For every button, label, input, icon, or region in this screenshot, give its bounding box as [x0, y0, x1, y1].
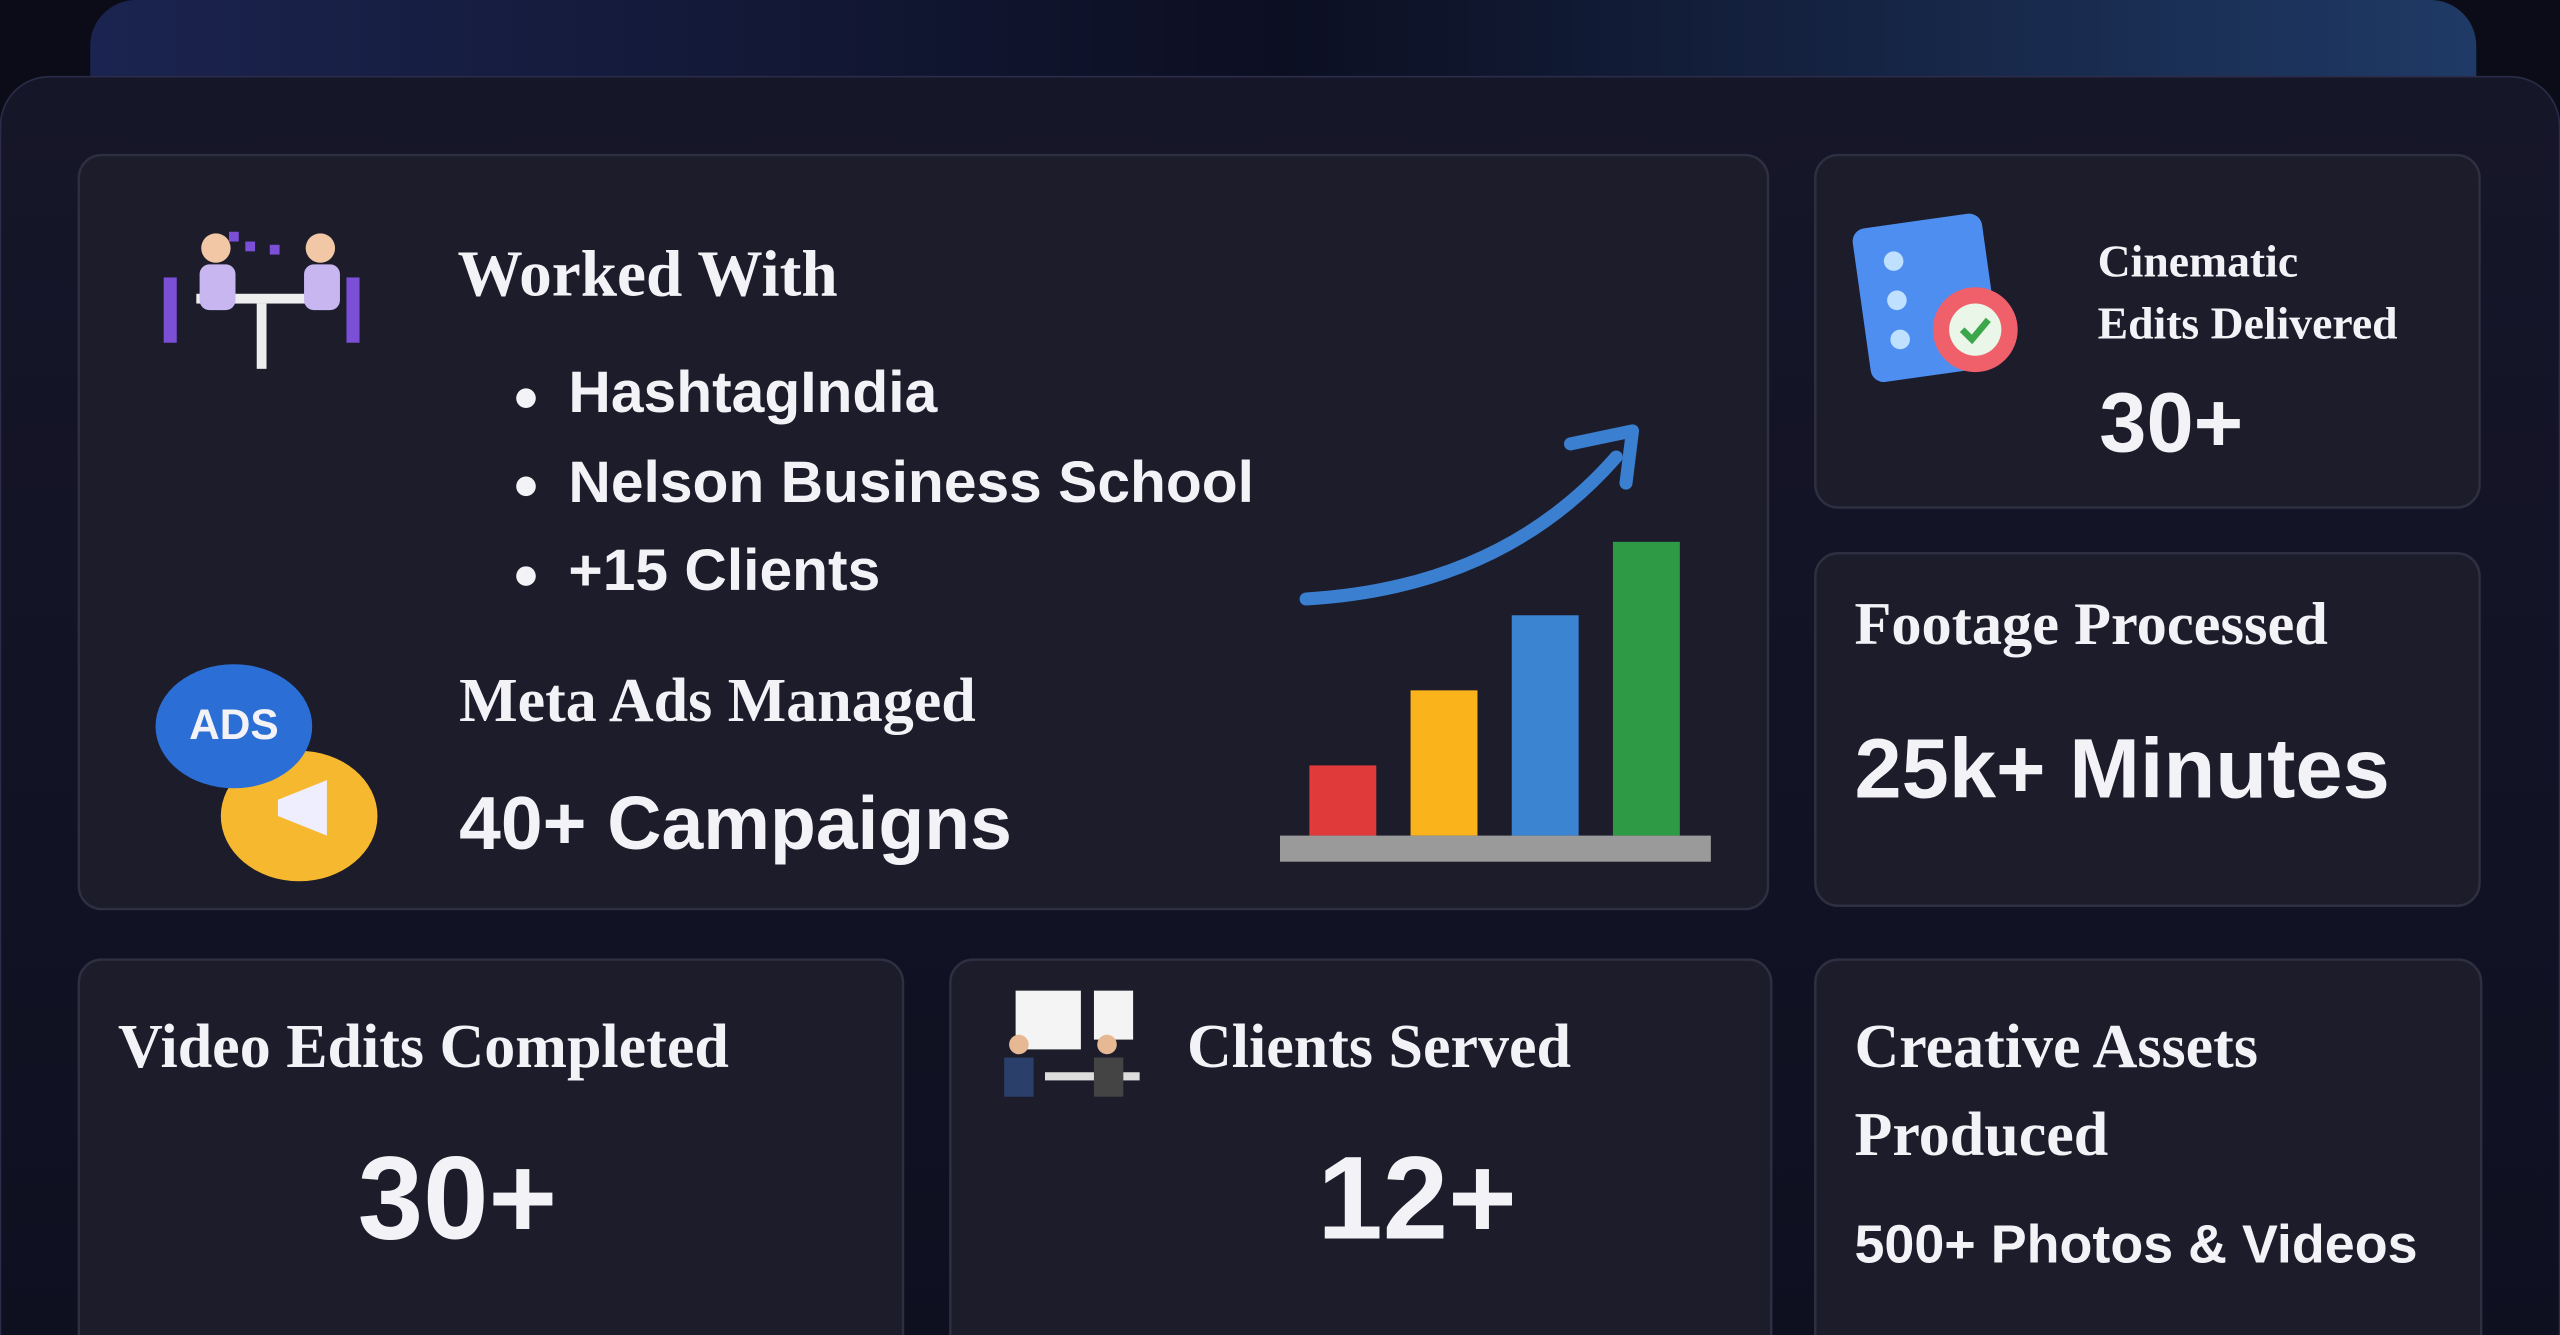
card-worked-with [77, 153, 1770, 911]
growth-illustration [1280, 424, 1711, 862]
bullet [516, 566, 536, 586]
card-title: Worked With [457, 239, 837, 311]
card-footage [1814, 552, 2481, 908]
client-item: HashtagIndia [568, 360, 938, 425]
card-title: Footage Processed [1854, 591, 2327, 658]
card-title: Cinematic [2098, 236, 2298, 287]
card-title: Produced [1854, 1101, 2108, 1169]
office-icon [1004, 990, 1140, 1097]
client-item: Nelson Business School [568, 450, 1254, 515]
stat-value: 12+ [1317, 1133, 1516, 1264]
card-title: Edits Delivered [2098, 298, 2398, 349]
ads-icon: ADS [155, 664, 378, 882]
stat-value: 40+ Campaigns [459, 781, 1012, 865]
card-title: Creative Assets [1854, 1013, 2257, 1081]
card-title: Video Edits Completed [118, 1013, 729, 1081]
bullet [516, 388, 536, 409]
stat-value: 25k+ Minutes [1854, 721, 2389, 816]
card-title: Clients Served [1187, 1013, 1571, 1081]
ads-icon-label: ADS [189, 701, 279, 748]
checklist-icon [1852, 213, 2018, 382]
stat-value: 30+ [358, 1133, 557, 1264]
meeting-icon [163, 231, 360, 369]
card-video-edits [77, 958, 905, 1335]
client-item: +15 Clients [568, 538, 880, 603]
card-title: Meta Ads Managed [459, 667, 976, 735]
card-clients [949, 958, 1773, 1335]
stat-value: 30+ [2099, 375, 2243, 470]
stat-value: 500+ Photos & Videos [1854, 1215, 2417, 1275]
bullet [516, 476, 536, 497]
card-creative [1814, 958, 2483, 1335]
